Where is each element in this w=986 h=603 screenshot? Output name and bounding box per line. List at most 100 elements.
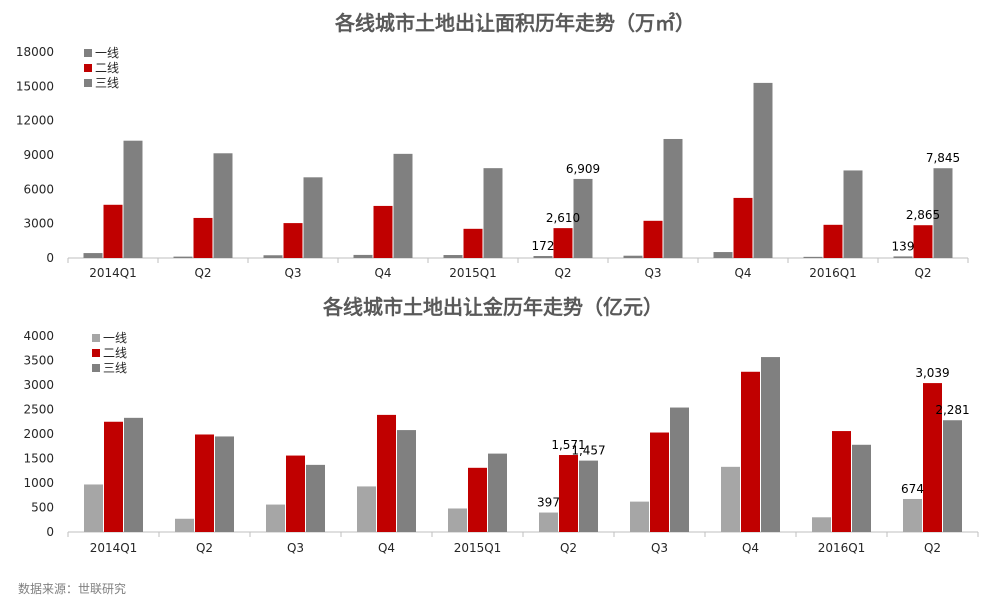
x-tick-label: Q2 — [554, 266, 571, 280]
bar-tier1 — [623, 255, 643, 258]
bar-tier2 — [103, 204, 123, 258]
bar-tier3 — [483, 168, 503, 258]
bar-tier1 — [263, 255, 283, 258]
bar-tier3 — [843, 170, 863, 258]
legend-label: 一线 — [95, 46, 119, 60]
bar-tier2 — [468, 467, 487, 532]
data-label: 397 — [537, 496, 560, 510]
bar-tier1 — [84, 484, 103, 532]
bar-tier3 — [761, 357, 780, 532]
bar-tier1 — [83, 253, 103, 258]
legend-label: 二线 — [95, 61, 119, 75]
bar-tier1 — [448, 508, 467, 532]
y-tick-label: 500 — [31, 501, 54, 515]
legend-swatch — [84, 49, 92, 57]
bar-tier3 — [670, 407, 689, 532]
y-tick-label: 0 — [46, 525, 54, 539]
y-tick-label: 6000 — [23, 182, 54, 196]
bar-tier2 — [733, 197, 753, 258]
legend-label: 二线 — [103, 346, 127, 360]
bar-tier1 — [353, 254, 373, 258]
bar-tier1 — [173, 256, 193, 258]
charts-svg: 各线城市土地出让面积历年走势（万㎡） 0 3000 6000 9000 12000 1500… — [16, 11, 979, 555]
data-source-note: 数据来源：世联研究 — [18, 582, 127, 596]
y-tick-label: 3000 — [23, 378, 54, 392]
bar-tier1 — [903, 498, 922, 532]
x-tick-label: Q3 — [644, 266, 661, 280]
legend-swatch — [84, 79, 92, 87]
x-tick-label: 2014Q1 — [90, 541, 138, 555]
y-tick-label: 0 — [46, 251, 54, 265]
data-label: 7,845 — [926, 151, 960, 165]
x-tick-label: Q2 — [914, 266, 931, 280]
bar-tier2 — [923, 383, 942, 532]
data-label: 1,457 — [571, 444, 605, 458]
bar-tier2 — [283, 223, 303, 258]
x-tick-label: Q4 — [742, 541, 759, 555]
bar-tier2 — [373, 205, 393, 258]
bar-tier1 — [893, 256, 913, 258]
legend-swatch — [92, 334, 100, 342]
y-tick-label: 15000 — [16, 79, 54, 93]
bar-tier3 — [753, 82, 773, 259]
bar-tier2 — [104, 421, 123, 532]
y-tick-label: 3500 — [23, 354, 54, 368]
bar-tier3 — [943, 420, 962, 532]
bar-tier3 — [303, 177, 323, 258]
bar-tier2 — [559, 455, 578, 532]
data-label: 3,039 — [915, 366, 949, 380]
x-tick-label: Q2 — [560, 541, 577, 555]
y-tick-label: 1500 — [23, 452, 54, 466]
data-label: 674 — [901, 482, 924, 496]
bar-tier3 — [579, 460, 598, 532]
x-tick-label: 2016Q1 — [809, 266, 857, 280]
y-tick-label: 12000 — [16, 114, 54, 128]
x-tick-label: Q4 — [734, 266, 751, 280]
bar-tier1 — [266, 504, 285, 532]
x-tick-label: 2016Q1 — [818, 541, 866, 555]
x-tick-label: 2014Q1 — [89, 266, 137, 280]
legend-swatch — [84, 64, 92, 72]
y-tick-label: 2000 — [23, 427, 54, 441]
bar-tier1 — [812, 517, 831, 532]
bar-tier3 — [124, 417, 143, 532]
x-tick-label: Q3 — [287, 541, 304, 555]
bar-tier2 — [913, 225, 933, 258]
land-revenue-chart: 各线城市土地出让金历年走势（亿元） 0 500 1000 1500 2000 2500 300… — [23, 295, 979, 555]
bar-tier3 — [213, 153, 233, 258]
bar-tier1 — [803, 256, 823, 258]
bar-tier2 — [193, 217, 213, 258]
bar-tier2 — [832, 431, 851, 532]
y-tick-label: 4000 — [23, 329, 54, 343]
x-tick-label: Q2 — [196, 541, 213, 555]
legend-swatch — [92, 349, 100, 357]
bar-tier1 — [175, 518, 194, 532]
bar-tier1 — [721, 466, 740, 532]
bar-tier3 — [573, 178, 593, 258]
bar-tier1 — [357, 486, 376, 532]
bar-tier3 — [306, 464, 325, 532]
land-area-chart: 各线城市土地出让面积历年走势（万㎡） 0 3000 6000 9000 12000 1500… — [16, 11, 969, 280]
bar-tier2 — [463, 228, 483, 258]
bar-tier2 — [741, 371, 760, 532]
data-label: 1,571 — [551, 438, 585, 452]
x-tick-label: 2015Q1 — [449, 266, 497, 280]
y-tick-label: 3000 — [23, 217, 54, 231]
chart-title: 各线城市土地出让金历年走势（亿元） — [322, 295, 663, 319]
bar-tier1 — [443, 255, 463, 258]
bar-tier3 — [933, 168, 953, 258]
y-tick-label: 2500 — [23, 403, 54, 417]
bar-tier2 — [650, 432, 669, 532]
y-tick-label: 9000 — [23, 148, 54, 162]
bar-tier2 — [377, 414, 396, 532]
data-label: 2,281 — [935, 403, 969, 417]
legend-swatch — [92, 364, 100, 372]
bar-tier1 — [539, 512, 558, 532]
bar-tier3 — [663, 138, 683, 258]
legend-label: 一线 — [103, 331, 127, 345]
bar-tier2 — [823, 224, 843, 258]
x-tick-label: Q2 — [924, 541, 941, 555]
data-label: 2,610 — [546, 211, 580, 225]
bar-tier1 — [713, 252, 733, 258]
